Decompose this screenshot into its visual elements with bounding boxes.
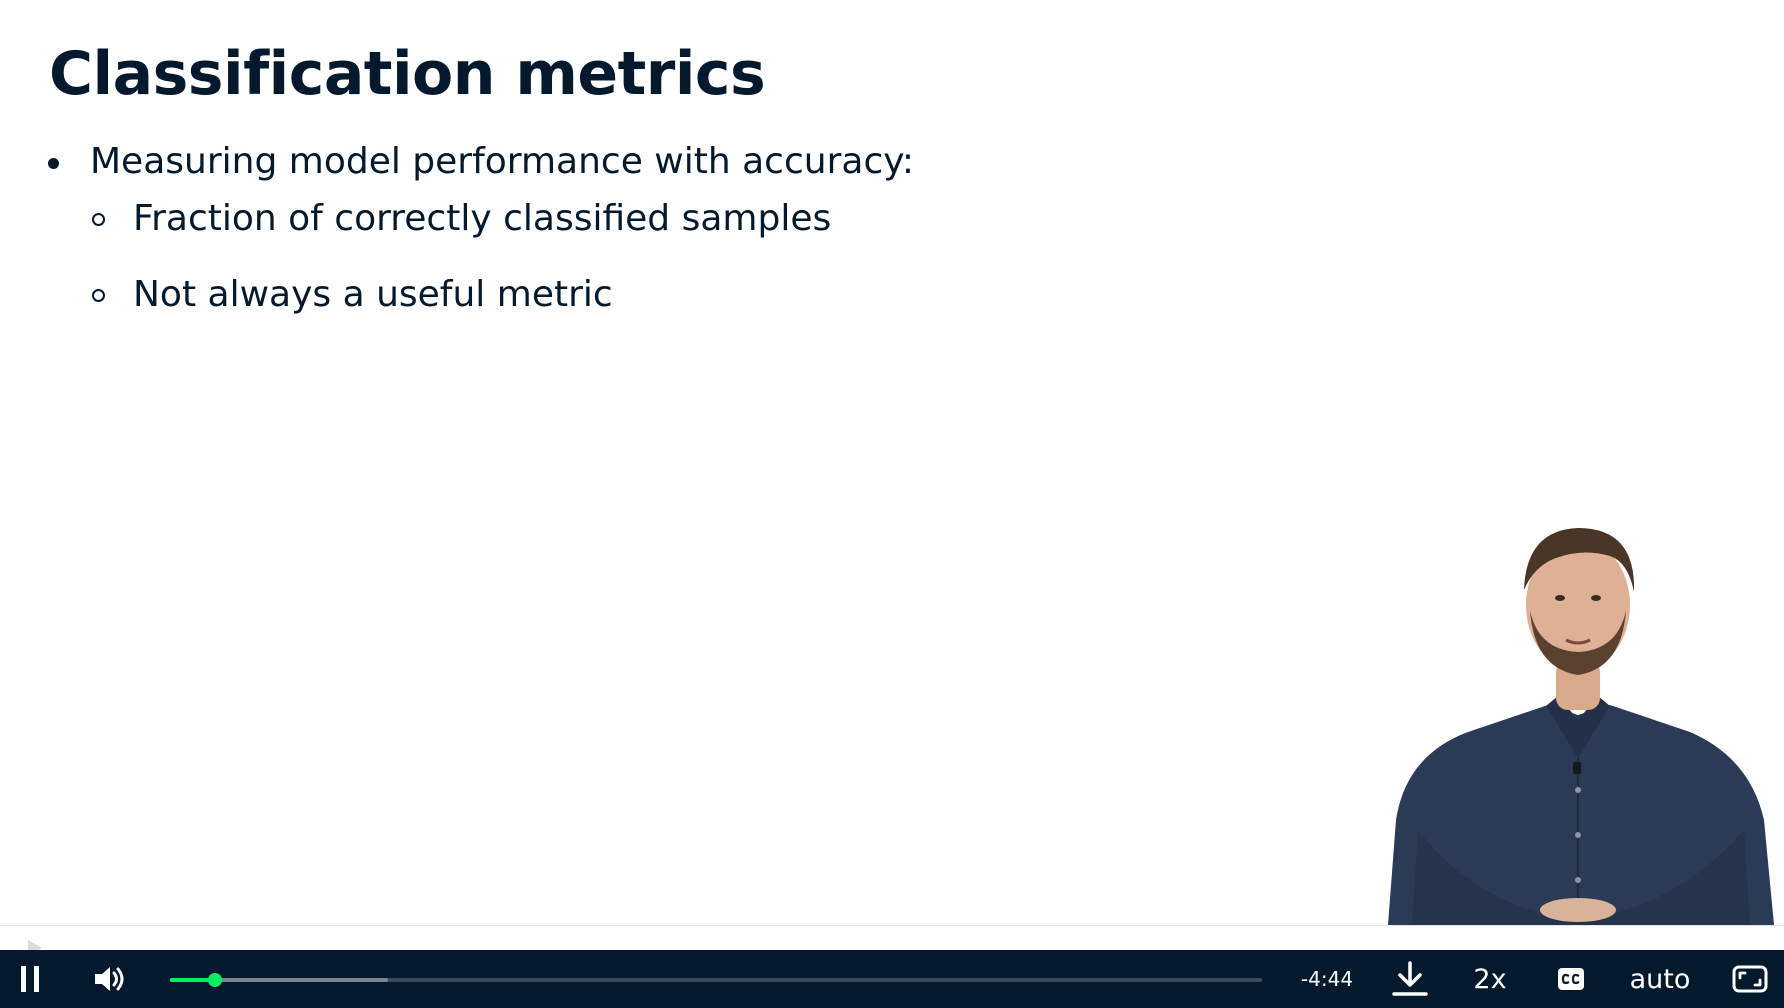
time-remaining-text: -4:44 (1300, 967, 1354, 991)
presenter-video (1388, 528, 1774, 925)
sub-bullet-dot (92, 289, 105, 302)
volume-icon (95, 967, 124, 991)
captions-button[interactable] (1552, 950, 1590, 1008)
bullet-text: Measuring model performance with accurac… (90, 141, 915, 182)
bullet-dot (48, 158, 59, 169)
progress-played (170, 978, 215, 982)
slide-content: Classification metrics Measuring model p… (0, 39, 1784, 926)
progress-bar[interactable] (170, 973, 1262, 987)
presenter-shirt (1388, 705, 1774, 925)
playback-speed-button[interactable]: 2x (1464, 950, 1516, 1008)
quality-label: auto (1629, 963, 1691, 995)
slide-title: Classification metrics (49, 39, 766, 109)
fullscreen-button[interactable] (1728, 950, 1772, 1008)
fullscreen-icon (1732, 965, 1768, 993)
time-remaining: -4:44 (1290, 950, 1364, 1008)
sub-bullet-item: Fraction of correctly classified samples (92, 197, 832, 241)
download-icon (1392, 961, 1428, 996)
sub-bullet-dot (92, 213, 105, 226)
download-button[interactable] (1386, 950, 1434, 1008)
playback-speed-label: 2x (1473, 963, 1507, 995)
sub-bullet-text: Fraction of correctly classified samples (133, 198, 832, 239)
sub-bullet-text: Not always a useful metric (133, 274, 613, 315)
closed-captions-icon (1558, 968, 1584, 990)
progress-buffered (170, 978, 389, 982)
quality-button[interactable]: auto (1622, 950, 1698, 1008)
sub-bullet-item: Not always a useful metric (92, 273, 613, 317)
progress-handle[interactable] (207, 973, 222, 987)
pause-button[interactable] (8, 950, 52, 1008)
pause-icon (21, 966, 39, 992)
volume-button[interactable] (86, 950, 134, 1008)
bullet-item: Measuring model performance with accurac… (48, 140, 915, 184)
